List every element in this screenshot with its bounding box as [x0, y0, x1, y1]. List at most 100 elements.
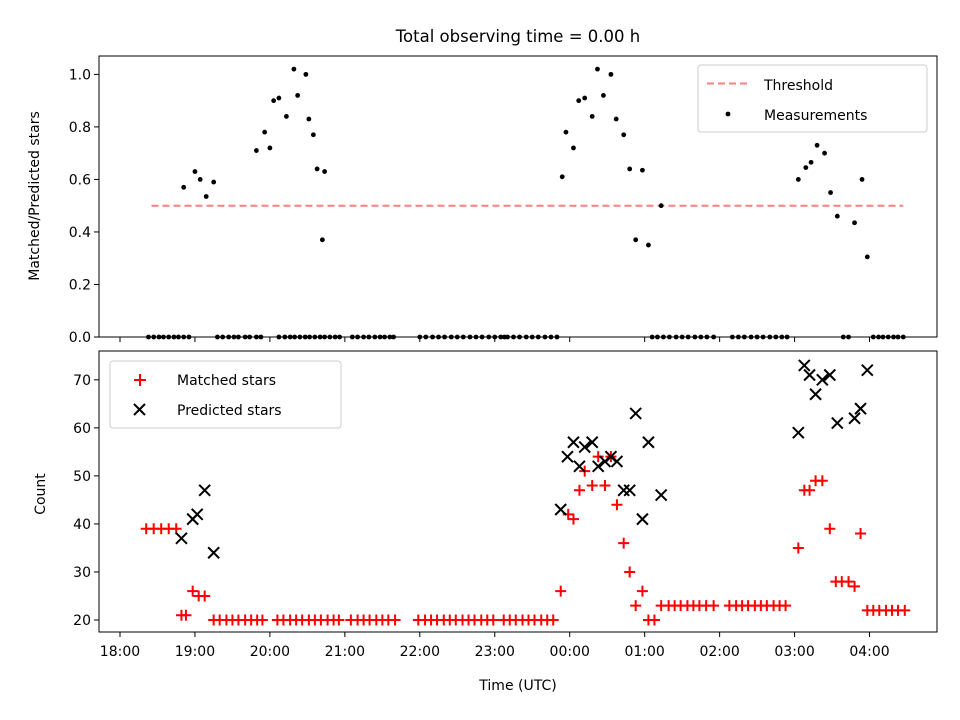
predicted-star-marker — [809, 388, 822, 401]
predicted-star-marker — [573, 460, 586, 473]
matched-star-marker — [855, 528, 867, 540]
matched-star-marker — [487, 614, 499, 626]
top-legend: Threshold Measurements — [697, 64, 928, 133]
matched-star-marker — [648, 614, 660, 626]
bottom-y-tick-label: 20 — [73, 613, 91, 629]
x-tick-label: 04:00 — [849, 644, 889, 660]
legend-measurement-swatch — [725, 111, 731, 117]
measurement-point — [211, 179, 217, 185]
x-tick-label: 19:00 — [175, 644, 215, 660]
measurement-point — [254, 148, 259, 153]
matched-star-marker — [170, 523, 182, 535]
predicted-star-marker — [848, 412, 861, 425]
bottom-panel: 20 30 40 50 60 70 18:00 19:00 20:00 21:00 22:00 23… — [33, 350, 938, 660]
bottom-y-tick-label: 60 — [73, 421, 91, 437]
measurement-point — [267, 145, 273, 151]
matched-star-marker — [599, 479, 611, 491]
predicted-star-marker — [591, 460, 605, 473]
legend-matched-swatch — [134, 374, 146, 386]
x-tick-label: 03:00 — [774, 644, 814, 660]
predicted-star-marker — [175, 532, 188, 545]
top-y-tick-label: 0.4 — [69, 225, 91, 241]
measurement-point — [621, 132, 627, 138]
matched-star-marker — [180, 609, 192, 621]
matched-star-marker — [573, 484, 585, 496]
matched-star-marker — [708, 600, 720, 612]
predicted-star-marker — [792, 426, 805, 439]
x-tick-label: 00:00 — [550, 644, 590, 660]
predicted-star-marker — [629, 407, 642, 420]
bottom-axes-frame — [98, 350, 938, 633]
predicted-star-marker — [816, 373, 829, 387]
measurement-point — [808, 159, 814, 165]
measurement-point — [864, 254, 870, 260]
predicted-star-marker — [207, 546, 220, 559]
measurement-point — [822, 150, 827, 156]
matched-star-marker — [630, 600, 642, 612]
predicted-star-markers — [175, 359, 874, 559]
predicted-star-marker — [636, 512, 649, 526]
measurement-point — [646, 242, 651, 248]
measurement-point — [291, 66, 297, 72]
top-y-tick-label: 0.2 — [69, 277, 91, 293]
measurement-point — [262, 129, 268, 135]
matched-star-marker — [824, 523, 836, 535]
top-legend-box — [697, 64, 928, 133]
bottom-y-tick-label: 30 — [73, 565, 91, 581]
measurement-point — [576, 98, 582, 104]
measurement-point — [589, 114, 595, 119]
x-tick-label: 01:00 — [624, 644, 664, 660]
measurement-point — [814, 142, 820, 148]
predicted-star-marker — [654, 488, 668, 502]
bottom-y-tick-label: 40 — [73, 517, 91, 533]
predicted-star-marker — [554, 503, 567, 516]
measurement-point — [803, 165, 809, 171]
x-tick-label: 20:00 — [250, 644, 290, 660]
matched-star-marker — [792, 542, 804, 554]
measurement-point — [559, 174, 565, 180]
bottom-y-axis-label: Count — [33, 473, 49, 515]
matched-star-markers — [140, 451, 911, 626]
measurement-point — [627, 166, 633, 172]
matched-star-marker — [547, 614, 559, 626]
legend-matched-label: Matched stars — [177, 373, 276, 389]
matched-star-marker — [611, 499, 623, 511]
measurement-point — [795, 177, 801, 182]
predicted-star-marker — [854, 402, 867, 415]
top-y-ticks: 0.0 0.2 0.4 0.6 0.8 1.0 — [69, 67, 99, 346]
bottom-legend: Matched stars Predicted stars — [109, 360, 342, 429]
bottom-x-ticks: 18:00 19:00 20:00 21:00 22:00 23:00 00:00 01:00… — [100, 632, 890, 660]
top-y-tick-label: 1.0 — [69, 67, 91, 83]
measurement-point — [852, 220, 857, 226]
matched-star-marker — [849, 580, 861, 592]
matched-star-marker — [389, 614, 401, 626]
measurement-point — [306, 116, 312, 122]
matched-star-marker — [624, 566, 636, 578]
predicted-star-marker — [578, 440, 591, 454]
matched-star-marker — [899, 604, 911, 616]
measurement-point — [608, 71, 614, 77]
measurement-point — [613, 116, 619, 122]
predicted-star-marker — [190, 508, 204, 521]
matched-star-marker — [816, 475, 828, 487]
x-tick-label: 21:00 — [325, 644, 365, 660]
predicted-star-marker — [823, 368, 837, 382]
predicted-star-marker — [642, 436, 655, 449]
top-y-axis-label: Matched/Predicted stars — [27, 111, 43, 281]
figure-title: Total observing time = 0.00 h — [395, 27, 640, 46]
matched-star-marker — [843, 576, 855, 588]
matched-star-marker — [804, 484, 816, 496]
predicted-star-marker — [803, 368, 816, 382]
predicted-star-marker — [198, 484, 211, 497]
matched-star-marker — [618, 537, 630, 549]
x-tick-label: 02:00 — [699, 644, 739, 660]
measurement-point — [197, 177, 203, 182]
x-tick-label: 23:00 — [475, 644, 515, 660]
measurement-point — [595, 66, 600, 72]
measurement-point — [322, 169, 328, 174]
bottom-y-ticks: 20 30 40 50 60 70 — [73, 373, 99, 629]
measurement-point — [303, 71, 309, 77]
matched-star-marker — [333, 614, 345, 626]
measurement-point — [859, 177, 865, 182]
